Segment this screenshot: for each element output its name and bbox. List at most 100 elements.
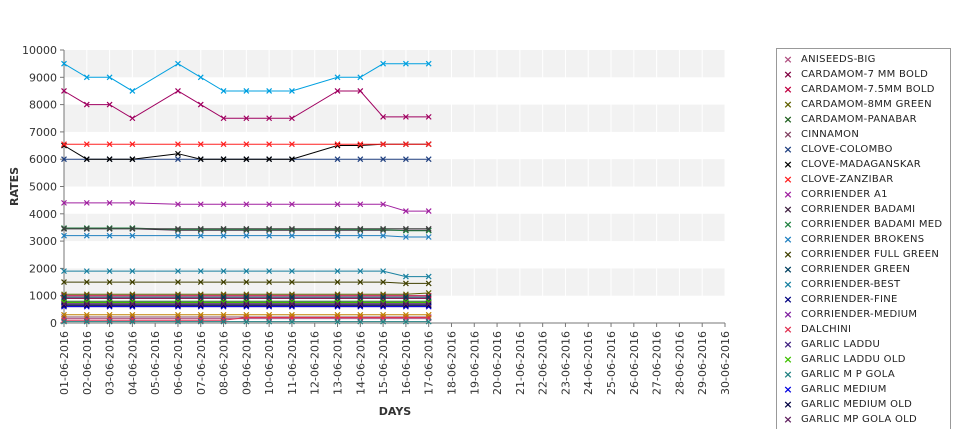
legend-label: CINNAMON	[801, 129, 860, 140]
x-tick-label: 05-06-2016	[149, 331, 162, 395]
series-point	[83, 74, 90, 81]
x-tick-label: 11-06-2016	[286, 331, 299, 395]
series-point	[266, 232, 273, 239]
series-point	[197, 268, 204, 275]
series-point	[334, 268, 341, 275]
series-point	[380, 141, 387, 148]
legend-label: CORRIENDER-FINE	[801, 294, 898, 305]
series-point	[289, 279, 295, 285]
series-point	[83, 311, 90, 318]
series-point	[380, 268, 387, 275]
x-tick-label: 22-06-2016	[537, 331, 550, 395]
x-tick-label: 27-06-2016	[651, 331, 664, 395]
series-point	[357, 88, 364, 94]
series-point	[83, 300, 90, 307]
legend-label: CARDAMOM-7.5MM BOLD	[801, 84, 935, 95]
series-point	[425, 208, 432, 214]
series-point	[106, 199, 113, 206]
series-point	[61, 300, 67, 307]
series-point	[266, 201, 273, 208]
x-tick-label: 21-06-2016	[514, 331, 527, 395]
x-tick-label: 13-06-2016	[332, 331, 345, 395]
series-point	[243, 201, 250, 208]
x-tick-label: 03-06-2016	[104, 331, 117, 395]
series-point	[380, 311, 387, 318]
series-point	[243, 268, 250, 275]
series-point	[380, 113, 387, 120]
series-point	[266, 311, 273, 318]
grid-band	[64, 213, 725, 242]
series-point	[175, 156, 181, 163]
legend-label: CORRIENDER FULL GREEN	[801, 249, 940, 260]
legend-item: × GARLIC MEDIUM	[777, 382, 950, 397]
y-tick-label: 8000	[29, 99, 57, 112]
legend-item: × CLOVE-COLOMBO	[777, 142, 950, 157]
series-point	[357, 318, 364, 325]
x-tick-label: 20-06-2016	[491, 331, 504, 395]
series-point	[175, 88, 181, 94]
series-point	[334, 74, 341, 81]
series-point	[197, 201, 204, 208]
legend-label: CORRIENDER-MEDIUM	[801, 309, 918, 320]
series-point	[334, 88, 341, 94]
series-point	[61, 60, 67, 67]
series-point	[243, 115, 250, 122]
series-point	[106, 279, 113, 285]
series-point	[357, 294, 364, 300]
legend-marker-icon: ×	[783, 218, 793, 231]
x-tick-label: 16-06-2016	[400, 331, 413, 395]
series-point	[61, 294, 67, 300]
legend-item: × CINNAMON	[777, 127, 950, 142]
legend-item: × CLOVE-ZANZIBAR	[777, 172, 950, 187]
legend-label: DALCHINI	[801, 324, 852, 335]
series-point	[129, 141, 136, 148]
series-point	[197, 279, 204, 285]
x-tick-label: 14-06-2016	[354, 331, 367, 395]
legend-marker-icon: ×	[783, 248, 793, 261]
x-tick-label: 12-06-2016	[309, 331, 322, 395]
series-point	[289, 318, 295, 325]
legend-item: × CORRIENDER-MEDIUM	[777, 307, 950, 322]
series-point	[425, 311, 432, 318]
series-point	[175, 279, 181, 285]
series-point	[402, 113, 409, 120]
series-point	[425, 300, 432, 307]
legend-item: × CORRIENDER-BEST	[777, 277, 950, 292]
series-point	[129, 279, 136, 285]
legend-item: × CORRIENDER FULL GREEN	[777, 247, 950, 262]
series-point	[61, 141, 67, 148]
series-point	[220, 156, 227, 163]
series-point	[289, 232, 295, 239]
series-point	[357, 300, 364, 307]
series-point	[334, 300, 341, 307]
y-tick-label: 5000	[29, 181, 57, 194]
series-point	[106, 225, 113, 232]
legend-item: × CORRIENDER BADAMI MED	[777, 217, 950, 232]
series-point	[129, 115, 136, 122]
series-point	[266, 300, 273, 307]
series-point	[425, 318, 432, 325]
series-point	[380, 279, 387, 285]
series-point	[357, 268, 364, 275]
legend-item: × GARLIC MEDIUM OLD	[777, 397, 950, 412]
grid-band	[64, 104, 725, 132]
x-tick-label: 19-06-2016	[468, 331, 481, 395]
series-point	[220, 115, 227, 122]
series-point	[289, 294, 295, 300]
series-point	[61, 318, 67, 325]
series-point	[220, 232, 227, 239]
legend-item: × CARDAMOM-8MM GREEN	[777, 97, 950, 112]
series-point	[175, 294, 181, 300]
series-point	[83, 268, 90, 275]
series-point	[220, 141, 227, 148]
series-point	[334, 156, 341, 163]
series-point	[106, 232, 113, 239]
series-point	[243, 311, 250, 318]
series-point	[106, 294, 113, 300]
legend-marker-icon: ×	[783, 83, 793, 96]
series-point	[266, 141, 273, 148]
x-tick-label: 23-06-2016	[559, 331, 572, 395]
legend-marker-icon: ×	[783, 263, 793, 276]
series-point	[380, 232, 387, 239]
